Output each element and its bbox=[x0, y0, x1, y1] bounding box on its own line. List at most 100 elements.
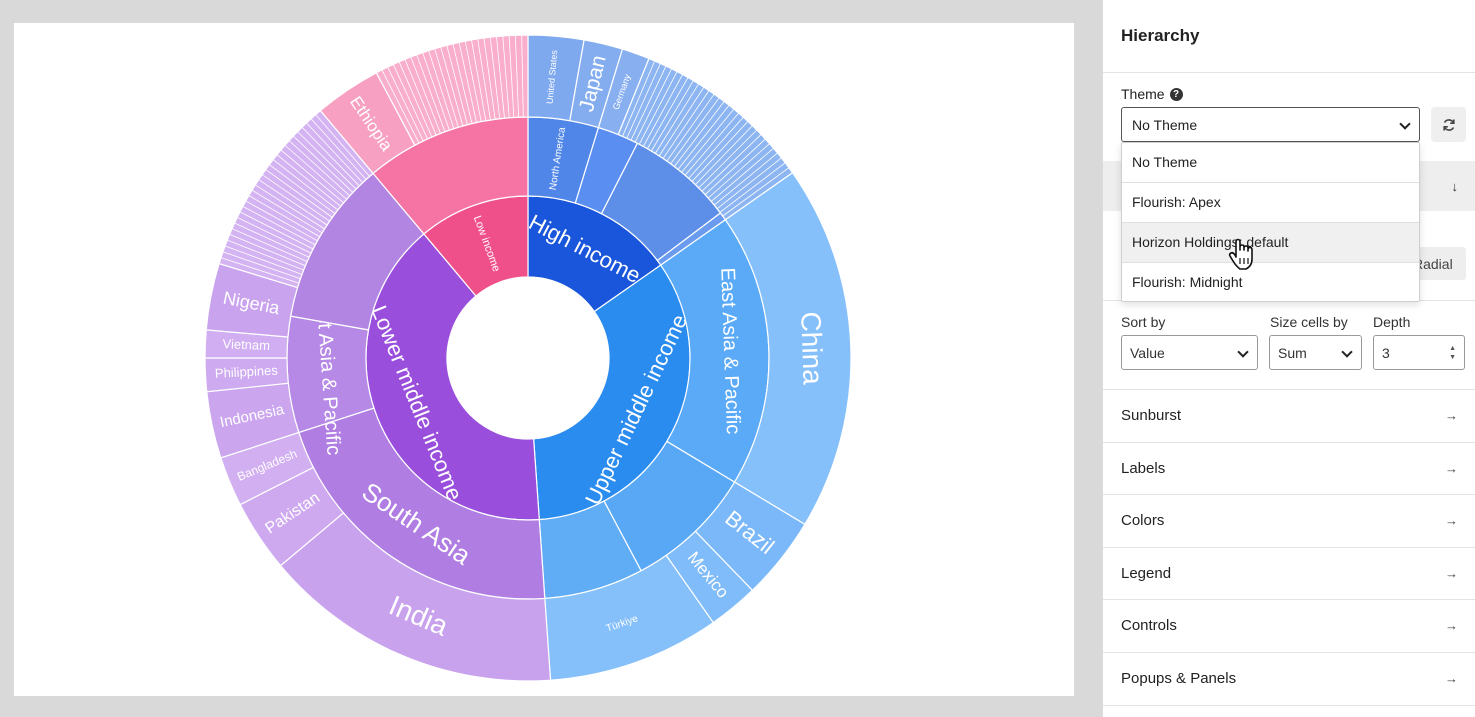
theme-label: Theme ? bbox=[1121, 86, 1183, 102]
small-country-divider bbox=[521, 35, 524, 118]
small-country-divider bbox=[662, 90, 710, 159]
theme-option[interactable]: No Theme bbox=[1122, 143, 1419, 183]
small-country-divider bbox=[306, 122, 364, 183]
small-country-divider bbox=[643, 74, 683, 147]
theme-select[interactable]: No Theme bbox=[1121, 107, 1420, 142]
small-country-divider bbox=[422, 52, 450, 131]
small-country-divider bbox=[381, 69, 420, 144]
small-country-divider bbox=[258, 179, 328, 226]
small-country-divider bbox=[464, 41, 482, 122]
section-sunburst[interactable]: Sunburst → bbox=[1103, 389, 1475, 442]
section-controls[interactable]: Controls → bbox=[1103, 599, 1475, 652]
small-country-divider bbox=[234, 222, 310, 258]
small-country-divider bbox=[471, 39, 487, 121]
hand-cursor-icon bbox=[1228, 238, 1253, 270]
theme-option[interactable]: Horizon Holdings: default bbox=[1122, 223, 1419, 263]
chevron-down-icon bbox=[1237, 346, 1249, 358]
refresh-theme-button[interactable] bbox=[1431, 107, 1466, 142]
small-country-divider bbox=[404, 59, 437, 136]
section-label: Popups & Panels bbox=[1121, 670, 1237, 687]
arrow-right-icon: → bbox=[1445, 408, 1458, 423]
size-cells-by-label: Size cells by bbox=[1270, 314, 1348, 330]
section-legend[interactable]: Legend → bbox=[1103, 547, 1475, 600]
small-country-divider bbox=[719, 162, 786, 213]
theme-option[interactable]: Flourish: Midnight bbox=[1132, 274, 1243, 290]
size-cells-by-select[interactable]: Sum bbox=[1269, 335, 1362, 370]
small-country-divider bbox=[688, 116, 744, 179]
sort-by-label: Sort by bbox=[1121, 314, 1166, 330]
small-country-divider bbox=[398, 61, 433, 138]
small-country-divider bbox=[434, 48, 459, 128]
arrow-right-icon: → bbox=[1445, 618, 1458, 633]
arrow-down-icon: ↓ bbox=[1451, 179, 1459, 194]
small-country-divider bbox=[638, 71, 678, 145]
small-country-divider bbox=[301, 126, 360, 187]
small-country-divider bbox=[220, 257, 300, 284]
arrow-right-icon: → bbox=[1445, 671, 1458, 686]
small-country-divider bbox=[670, 97, 720, 165]
small-country-divider bbox=[224, 245, 303, 275]
small-country-divider bbox=[288, 140, 351, 197]
theme-dropdown[interactable]: No Theme Flourish: Apex Horizon Holdings… bbox=[1121, 142, 1420, 302]
small-country-divider bbox=[269, 164, 336, 214]
small-country-divider bbox=[502, 35, 510, 118]
small-country-divider bbox=[630, 65, 667, 141]
sort-by-value: Value bbox=[1130, 345, 1165, 361]
small-country-divider bbox=[514, 35, 519, 118]
small-country-divider bbox=[229, 234, 306, 267]
small-country-divider bbox=[722, 167, 790, 217]
panel-title: Hierarchy bbox=[1121, 26, 1200, 45]
small-country-divider bbox=[508, 35, 515, 118]
small-country-divider bbox=[265, 169, 333, 218]
country-label: China bbox=[795, 311, 829, 386]
sort-by-select[interactable]: Value bbox=[1121, 335, 1258, 370]
small-country-divider bbox=[695, 125, 753, 185]
small-country-divider bbox=[315, 114, 370, 177]
section-label: Colors bbox=[1121, 512, 1165, 529]
small-country-divider bbox=[496, 36, 505, 119]
arrow-right-icon: → bbox=[1445, 566, 1458, 581]
small-country-divider bbox=[622, 60, 656, 137]
small-country-divider bbox=[704, 138, 766, 195]
section-label: Labels bbox=[1121, 460, 1166, 477]
section-labels[interactable]: Labels → bbox=[1103, 442, 1475, 495]
small-country-divider bbox=[707, 143, 770, 199]
small-country-divider bbox=[428, 50, 455, 129]
small-country-divider bbox=[248, 195, 320, 238]
chevron-down-icon bbox=[1341, 346, 1353, 358]
depth-label: Depth bbox=[1373, 314, 1411, 330]
small-country-divider bbox=[710, 147, 774, 202]
theme-selected-value: No Theme bbox=[1132, 117, 1198, 133]
small-country-divider bbox=[483, 37, 496, 120]
stepper-icon[interactable]: ▲ ▼ bbox=[1449, 345, 1456, 361]
depth-input[interactable]: 3 ▲ ▼ bbox=[1373, 335, 1465, 370]
small-country-divider bbox=[452, 43, 473, 124]
question-circle-icon[interactable]: ? bbox=[1169, 87, 1183, 101]
small-country-divider bbox=[255, 184, 325, 230]
theme-option[interactable]: Flourish: Apex bbox=[1122, 183, 1419, 223]
section-colors[interactable]: Colors → bbox=[1103, 494, 1475, 547]
small-country-divider bbox=[477, 38, 491, 121]
small-country-divider bbox=[677, 104, 730, 170]
section-popups-panels[interactable]: Popups & Panels → bbox=[1103, 652, 1475, 706]
small-country-divider bbox=[655, 83, 700, 154]
small-country-divider bbox=[231, 228, 308, 262]
small-country-divider bbox=[713, 152, 778, 206]
country-label: Philippines bbox=[215, 363, 279, 381]
small-country-divider bbox=[681, 108, 735, 173]
small-country-divider bbox=[242, 206, 316, 246]
chevron-down-icon bbox=[1399, 118, 1411, 130]
small-country-divider bbox=[227, 239, 304, 271]
small-country-divider bbox=[239, 211, 314, 250]
small-country-divider bbox=[634, 68, 672, 143]
arrow-right-icon: → bbox=[1445, 513, 1458, 528]
section-label: Legend bbox=[1121, 565, 1172, 582]
refresh-icon bbox=[1442, 118, 1455, 131]
small-country-divider bbox=[440, 46, 464, 127]
small-country-divider bbox=[261, 174, 330, 222]
small-country-divider bbox=[666, 93, 715, 162]
small-country-divider bbox=[276, 154, 341, 207]
small-country-divider bbox=[658, 86, 705, 157]
small-country-divider bbox=[410, 56, 441, 134]
